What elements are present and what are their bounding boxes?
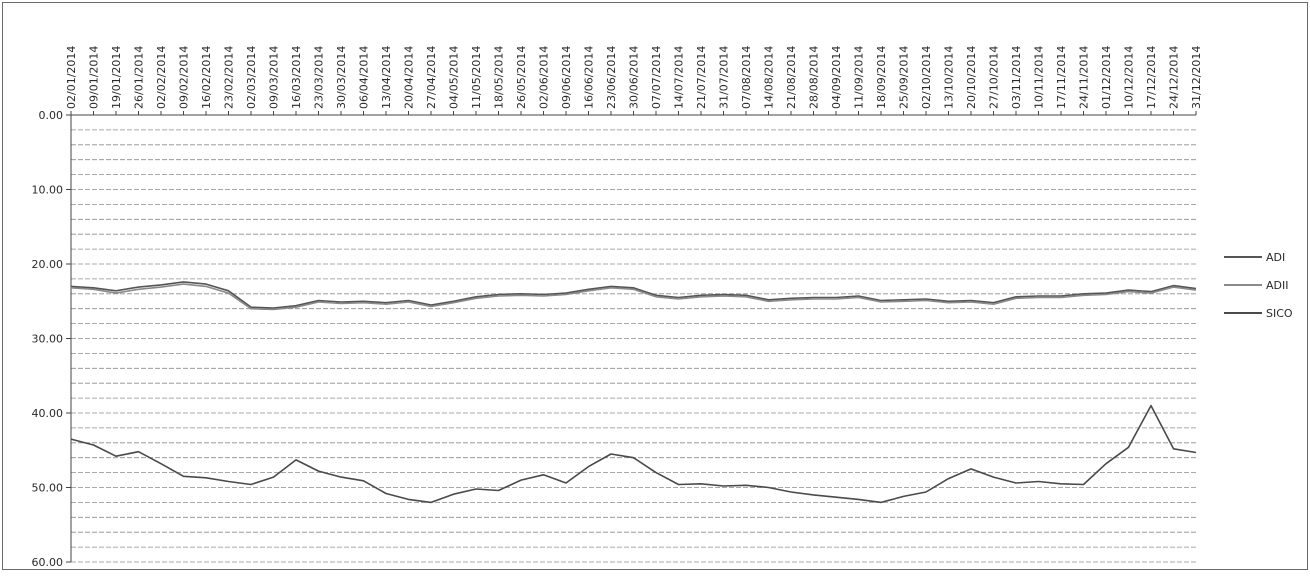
x-tick-label: 18/05/2014	[493, 46, 506, 109]
x-tick-label: 26/01/2014	[133, 46, 146, 109]
series-line-sico	[70, 404, 1197, 504]
x-tick-label: 02/02/2014	[155, 46, 168, 109]
y-tick-label: 60.00	[32, 556, 64, 569]
x-tick-label: 30/06/2014	[628, 46, 641, 109]
x-tick-label: 30/03/2014	[335, 46, 348, 109]
x-tick-label: 23/02/2014	[223, 46, 236, 109]
x-tick-label: 13/04/2014	[380, 46, 393, 109]
x-tick-label: 24/12/2014	[1168, 46, 1181, 109]
x-tick-label: 09/06/2014	[560, 46, 573, 109]
x-tick-label: 31/07/2014	[718, 46, 731, 109]
x-tick-label: 03/11/2014	[1010, 46, 1023, 109]
x-tick-label: 09/03/2014	[268, 46, 281, 109]
series-line-adii	[70, 283, 1197, 311]
x-tick-label: 02/10/2014	[920, 46, 933, 109]
series-line-adi	[70, 281, 1197, 309]
x-tick-label: 31/12/2014	[1190, 46, 1203, 109]
y-tick-label: 0.00	[39, 109, 64, 122]
x-tick-label: 07/08/2014	[740, 46, 753, 109]
x-tick-label: 24/11/2014	[1078, 46, 1091, 109]
legend-label-sico: SICO	[1266, 307, 1293, 320]
x-tick-label: 21/07/2014	[695, 46, 708, 109]
x-tick-label: 11/05/2014	[470, 46, 483, 109]
x-tick-label: 06/04/2014	[358, 46, 371, 109]
legend-label-adii: ADII	[1266, 279, 1288, 292]
x-tick-label: 20/10/2014	[965, 46, 978, 109]
y-tick-label: 50.00	[32, 482, 64, 495]
x-tick-label: 19/01/2014	[110, 46, 123, 109]
x-tick-label: 26/05/2014	[515, 46, 528, 109]
legend: ADI ADII SICO	[1224, 251, 1293, 320]
y-tick-label: 10.00	[32, 184, 64, 197]
x-tick-label: 07/07/2014	[650, 46, 663, 109]
x-tick-label: 02/03/2014	[245, 46, 258, 109]
x-tick-label: 14/07/2014	[673, 46, 686, 109]
x-tick-label: 09/01/2014	[88, 46, 101, 109]
x-tick-label: 27/10/2014	[988, 46, 1001, 109]
x-tick-label: 17/12/2014	[1145, 46, 1158, 109]
x-tick-label: 27/04/2014	[425, 46, 438, 109]
x-tick-label: 20/04/2014	[403, 46, 416, 109]
x-tick-label: 10/11/2014	[1033, 46, 1046, 109]
x-tick-label: 16/02/2014	[200, 46, 213, 109]
series-lines	[70, 281, 1197, 504]
y-tick-label: 30.00	[32, 333, 64, 346]
x-tick-label: 18/09/2014	[875, 46, 888, 109]
y-tick-label: 20.00	[32, 258, 64, 271]
x-tick-label: 13/10/2014	[943, 46, 956, 109]
x-tick-label: 04/05/2014	[448, 46, 461, 109]
x-tick-label: 23/03/2014	[313, 46, 326, 109]
axes: 0.00 10.00 20.00 30.00 40.00 50.00 60.00 02/01/…	[32, 46, 1204, 569]
x-tick-label: 10/12/2014	[1123, 46, 1136, 109]
legend-label-adi: ADI	[1266, 251, 1285, 264]
x-tick-label: 16/03/2014	[290, 46, 303, 109]
x-tick-label: 14/08/2014	[763, 46, 776, 109]
x-tick-label: 01/12/2014	[1100, 46, 1113, 109]
y-tick-label: 40.00	[32, 407, 64, 420]
x-tick-label: 09/02/2014	[178, 46, 191, 109]
x-tick-label: 23/06/2014	[605, 46, 618, 109]
x-tick-label: 02/06/2014	[538, 46, 551, 109]
x-tick-label: 28/08/2014	[808, 46, 821, 109]
x-tick-label: 04/09/2014	[830, 46, 843, 109]
x-tick-label: 17/11/2014	[1055, 46, 1068, 109]
x-tick-label: 11/09/2014	[853, 46, 866, 109]
x-tick-label: 21/08/2014	[785, 46, 798, 109]
x-tick-label: 02/01/2014	[65, 46, 78, 109]
x-tick-label: 16/06/2014	[583, 46, 596, 109]
x-tick-label: 25/09/2014	[898, 46, 911, 109]
